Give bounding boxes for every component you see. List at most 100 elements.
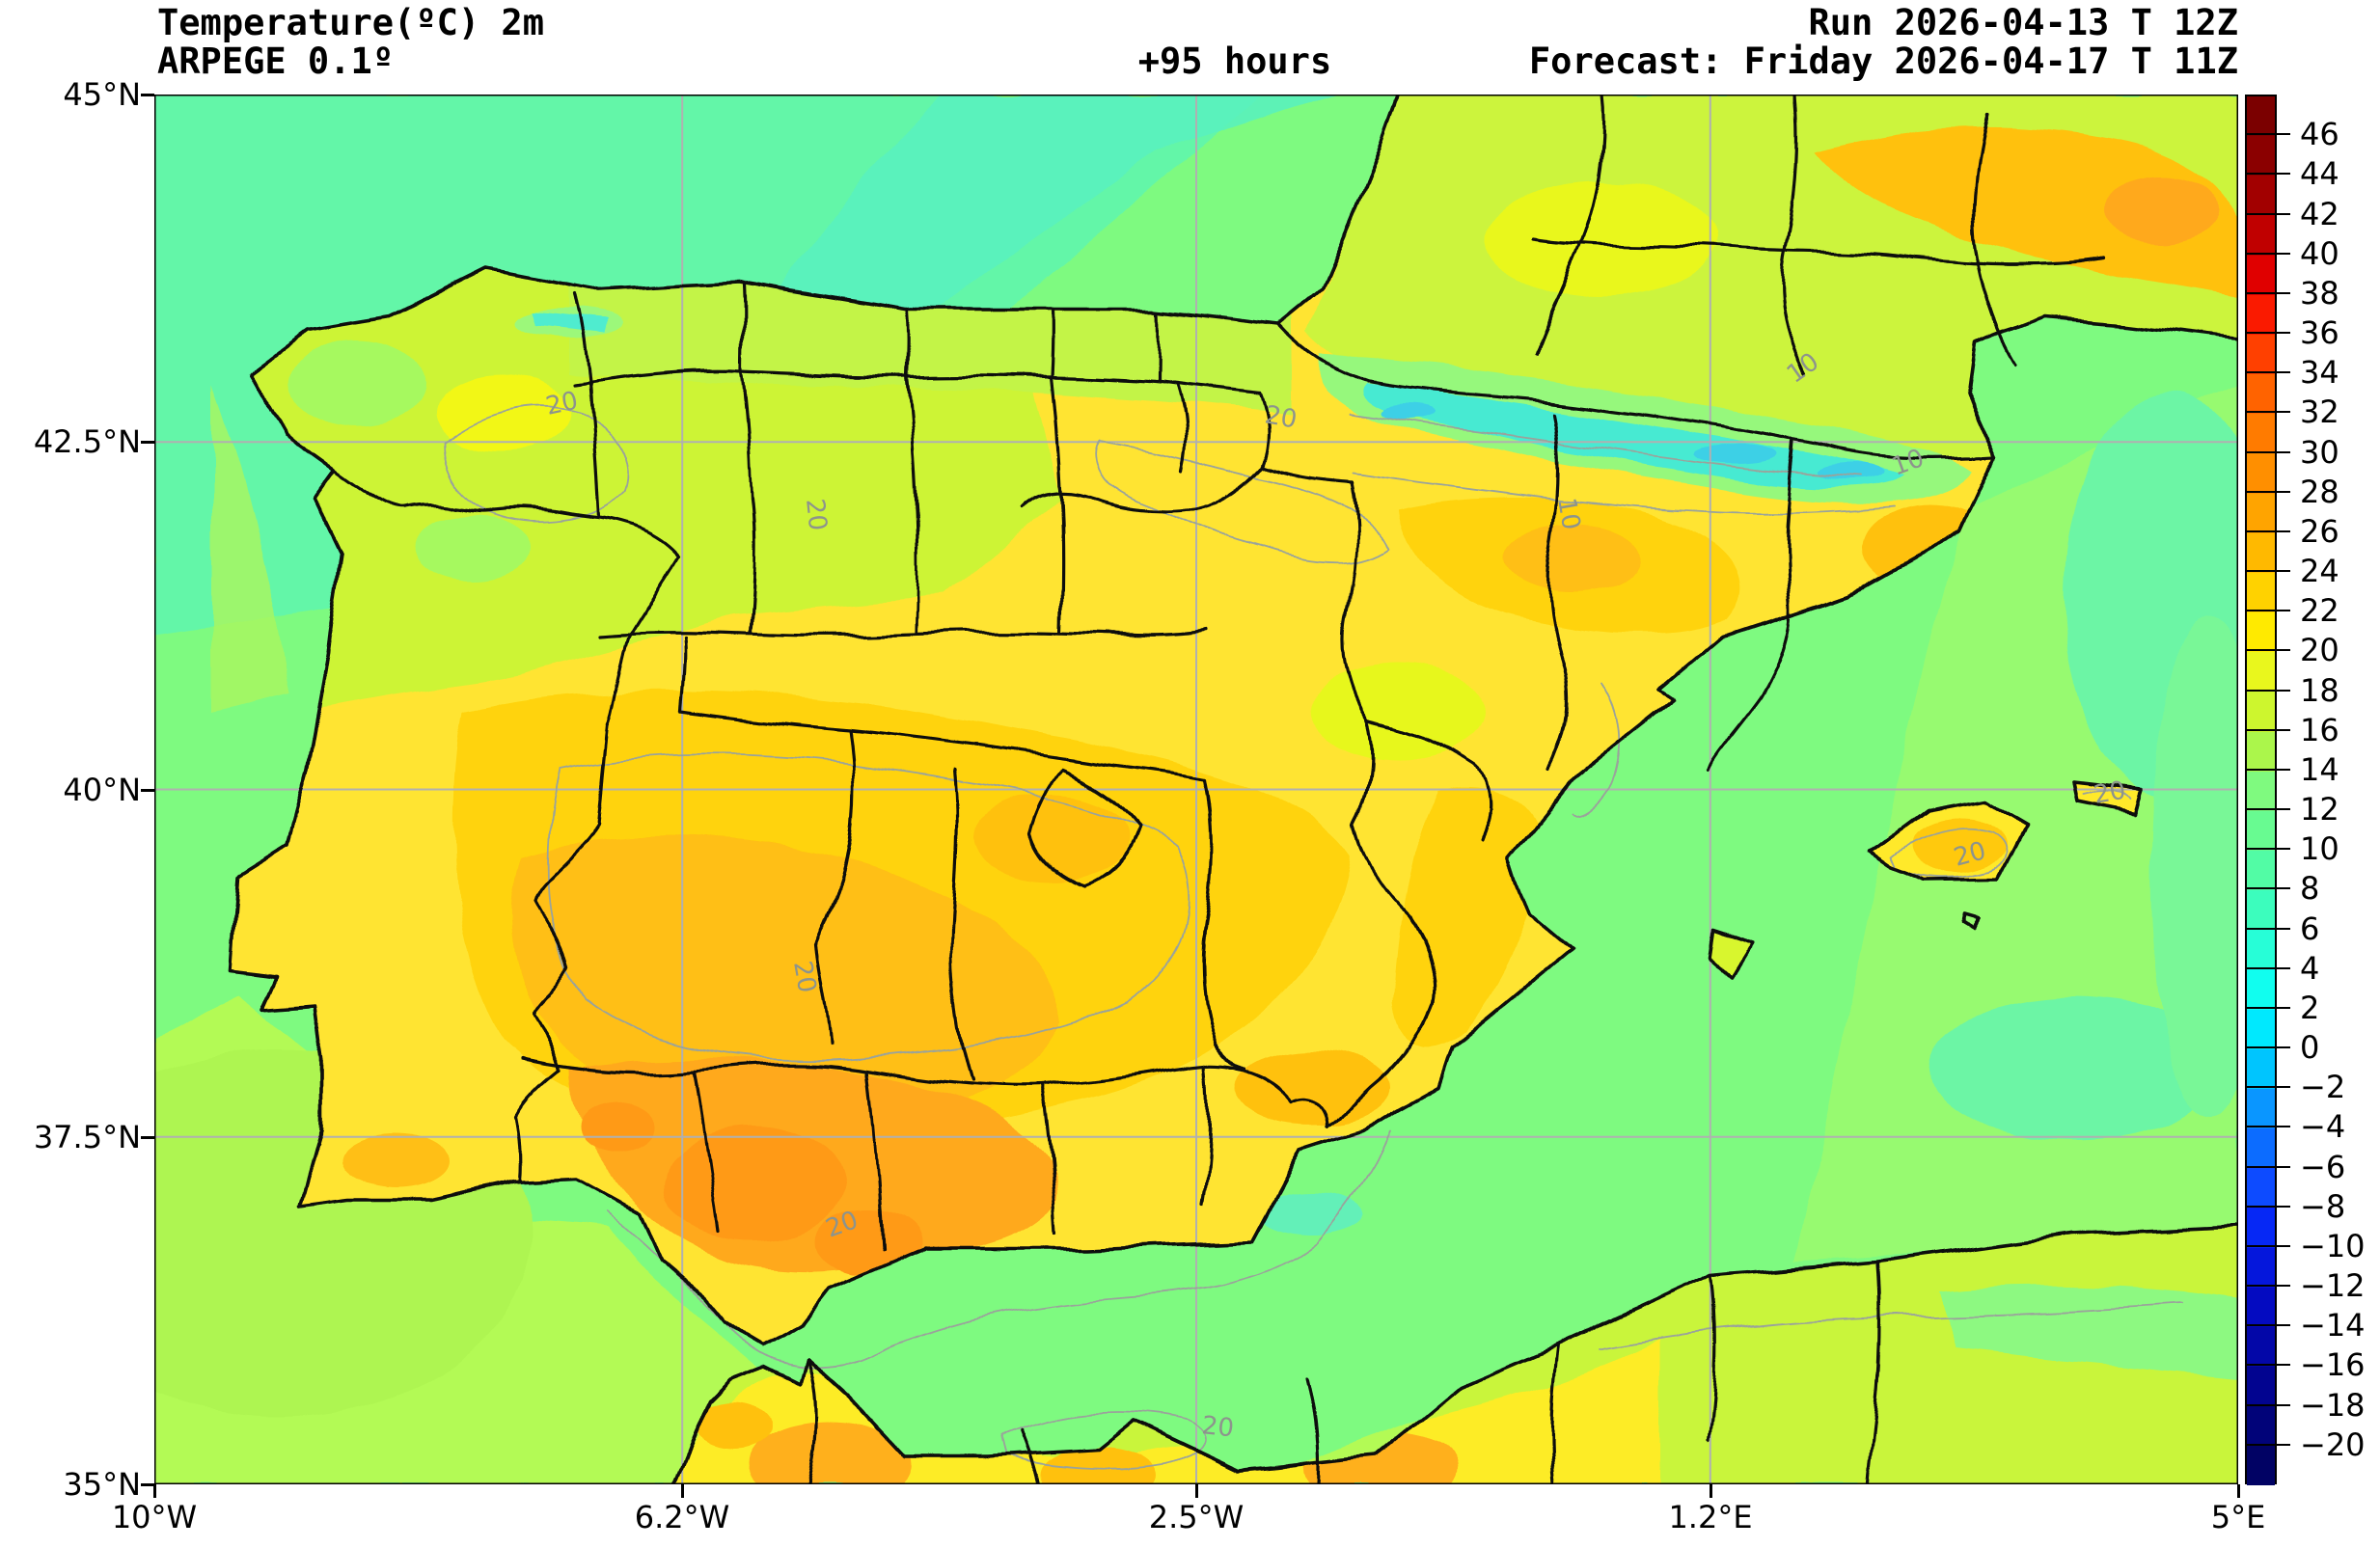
colorbar-band [2247, 890, 2275, 931]
contour-label-10: 10 [1551, 496, 1585, 532]
colorbar-tick-label: −12 [2300, 1267, 2366, 1305]
colorbar-band [2247, 969, 2275, 1010]
colorbar-band [2247, 692, 2275, 732]
colorbar-tick-label: −6 [2300, 1148, 2346, 1185]
colorbar-tick-label: 20 [2300, 632, 2339, 669]
colorbar-band [2247, 572, 2275, 613]
colorbar-band [2247, 1128, 2275, 1169]
colorbar-tick-label: −18 [2300, 1386, 2366, 1424]
colorbar-tick-label: 14 [2300, 750, 2339, 788]
africa-landmass [675, 1227, 2238, 1484]
colorbar-band [2247, 1247, 2275, 1288]
colorbar-band [2247, 1088, 2275, 1129]
y-axis-tick [141, 1483, 154, 1486]
colorbar-tick-label: 6 [2300, 910, 2320, 947]
colorbar-tick-label: 0 [2300, 1029, 2320, 1067]
y-axis-label-40N: 40°N [63, 772, 141, 808]
colorbar-tick-label: 12 [2300, 791, 2339, 828]
colorbar-tick-label: 44 [2300, 155, 2339, 193]
y-axis-tick [141, 1136, 154, 1139]
colorbar-band [2247, 1009, 2275, 1049]
colorbar-tick-label: 38 [2300, 274, 2339, 312]
colorbar-tick-label: 46 [2300, 116, 2339, 153]
y-axis-label-42-5N: 42.5°N [33, 423, 141, 460]
colorbar-tick-label: −16 [2300, 1346, 2366, 1384]
y-axis-label-37-5N: 37.5°N [33, 1119, 141, 1155]
colorbar-band [2247, 1446, 2275, 1486]
contour-label-20: 20 [2092, 776, 2128, 810]
colorbar-band [2247, 771, 2275, 811]
colorbar-band [2247, 96, 2275, 137]
colorbar-band [2247, 493, 2275, 533]
colorbar-band [2247, 374, 2275, 415]
colorbar-tick-label: 36 [2300, 314, 2339, 352]
model-name: ARPEGE 0.1º [157, 41, 395, 82]
colorbar-tick-label: 32 [2300, 394, 2339, 431]
forecast-hour: +95 hours [1137, 41, 1332, 82]
colorbar-band [2247, 255, 2275, 295]
colorbar-tick-label: −2 [2300, 1069, 2346, 1106]
x-axis-label-5E: 5°E [2210, 1499, 2266, 1535]
colorbar-band [2247, 731, 2275, 772]
colorbar-band [2247, 453, 2275, 494]
y-axis-tick [141, 441, 154, 444]
colorbar-band [2247, 1168, 2275, 1209]
colorbar-tick-label: 8 [2300, 870, 2320, 908]
colorbar-tick-label: 10 [2300, 830, 2339, 868]
x-axis-label-6-2W: 6.2°W [634, 1499, 730, 1535]
temperature-map-svg: 20 20 20 20 20 20 20 20 10 10 10 [152, 93, 2240, 1486]
map-title: Temperature(ºC) 2m [157, 2, 544, 43]
colorbar-band [2247, 652, 2275, 693]
contour-label-20: 20 [787, 959, 821, 995]
colorbar-tick-label: 40 [2300, 234, 2339, 272]
colorbar-band [2247, 810, 2275, 851]
colorbar-bands [2245, 95, 2277, 1486]
colorbar-tick-label: 34 [2300, 354, 2339, 392]
graticule [154, 95, 2238, 1484]
colorbar-band [2247, 532, 2275, 573]
colorbar-band [2247, 1208, 2275, 1248]
colorbar-band [2247, 215, 2275, 256]
map-canvas: 20 20 20 20 20 20 20 20 10 10 10 [152, 93, 2240, 1486]
contour-label-20: 20 [543, 387, 581, 421]
colorbar-tick-label: 18 [2300, 671, 2339, 709]
colorbar-band [2247, 334, 2275, 375]
colorbar-band [2247, 1287, 2275, 1327]
colorbar-tick-label: −10 [2300, 1227, 2366, 1264]
colorbar-tick-label: 16 [2300, 711, 2339, 748]
run-datetime: Run 2026-04-13 T 12Z [1808, 2, 2238, 43]
colorbar-tick-label: 42 [2300, 195, 2339, 232]
colorbar-band [2247, 1367, 2275, 1407]
colorbar-tick-label: −4 [2300, 1108, 2346, 1146]
y-axis-tick [141, 789, 154, 792]
colorbar-band [2247, 850, 2275, 891]
colorbar-tick-label: 26 [2300, 512, 2339, 550]
contour-label-20: 20 [1263, 400, 1299, 434]
forecast-datetime: Forecast: Friday 2026-04-17 T 11Z [1528, 41, 2238, 82]
x-axis-tick [681, 1484, 684, 1498]
colorbar-tick-label: 24 [2300, 553, 2339, 590]
contour-label-20: 20 [800, 498, 832, 532]
x-axis-label-10W: 10°W [111, 1499, 198, 1535]
boundaries-layer [229, 95, 2238, 1484]
x-axis-label-2-5W: 2.5°W [1148, 1499, 1245, 1535]
x-axis-label-1-2E: 1.2°E [1668, 1499, 1753, 1535]
colorbar-band [2247, 1326, 2275, 1367]
colorbar-band [2247, 1406, 2275, 1447]
colorbar-band [2247, 176, 2275, 216]
x-axis-tick [1195, 1484, 1198, 1498]
colorbar-tick-label: 2 [2300, 989, 2320, 1026]
colorbar-tick-label: 28 [2300, 473, 2339, 510]
colorbar-tick-label: −8 [2300, 1187, 2346, 1225]
coastlines [229, 95, 2238, 1484]
contour-label-20: 20 [1200, 1411, 1235, 1443]
colorbar-band [2247, 414, 2275, 454]
y-axis-tick [141, 94, 154, 96]
y-axis-label-45N: 45°N [63, 76, 141, 113]
colorbar-tick-label: 22 [2300, 592, 2339, 630]
colorbar-band [2247, 294, 2275, 335]
x-axis-tick [2237, 1484, 2240, 1498]
y-axis-label-35N: 35°N [63, 1466, 141, 1503]
colorbar-band [2247, 612, 2275, 653]
